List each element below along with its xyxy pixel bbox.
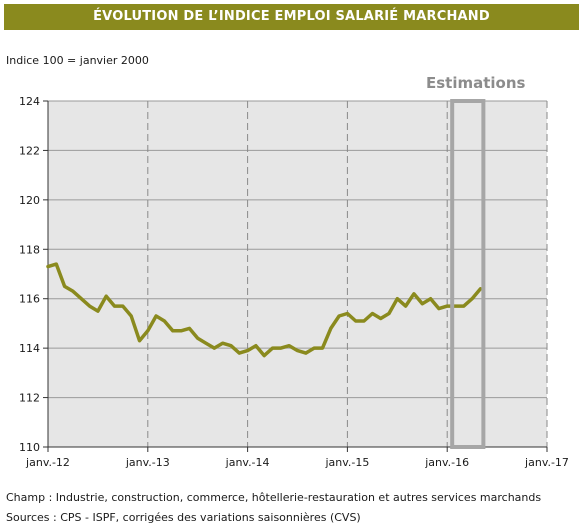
y-tick-label: 114	[19, 342, 40, 355]
x-tick-label: janv.-13	[125, 456, 170, 469]
estimations-box	[450, 99, 486, 449]
x-tick-label: janv.-16	[424, 456, 469, 469]
x-tick-label: janv.-17	[524, 456, 569, 469]
x-tick-label: janv.-15	[324, 456, 369, 469]
scope-note: Champ : Industrie, construction, commerc…	[6, 491, 542, 504]
y-tick-label: 116	[19, 293, 40, 306]
plot-area	[48, 101, 547, 447]
x-tick-label: janv.-14	[225, 456, 270, 469]
chart-title: ÉVOLUTION DE L’INDICE EMPLOI SALARIÉ MAR…	[4, 4, 579, 30]
series-line	[46, 262, 483, 358]
estimations-label: Estimations	[426, 74, 526, 92]
y-tick-label: 110	[19, 441, 40, 454]
y-tick-label: 120	[19, 194, 40, 207]
y-tick-label: 124	[19, 95, 40, 108]
sources-note: Sources : CPS - ISPF, corrigées des vari…	[6, 511, 361, 524]
index-base-note: Indice 100 = janvier 2000	[6, 54, 149, 67]
y-tick-label: 122	[19, 144, 40, 157]
x-tick-label: janv.-12	[25, 456, 70, 469]
y-tick-label: 112	[19, 392, 40, 405]
y-tick-label: 118	[19, 243, 40, 256]
